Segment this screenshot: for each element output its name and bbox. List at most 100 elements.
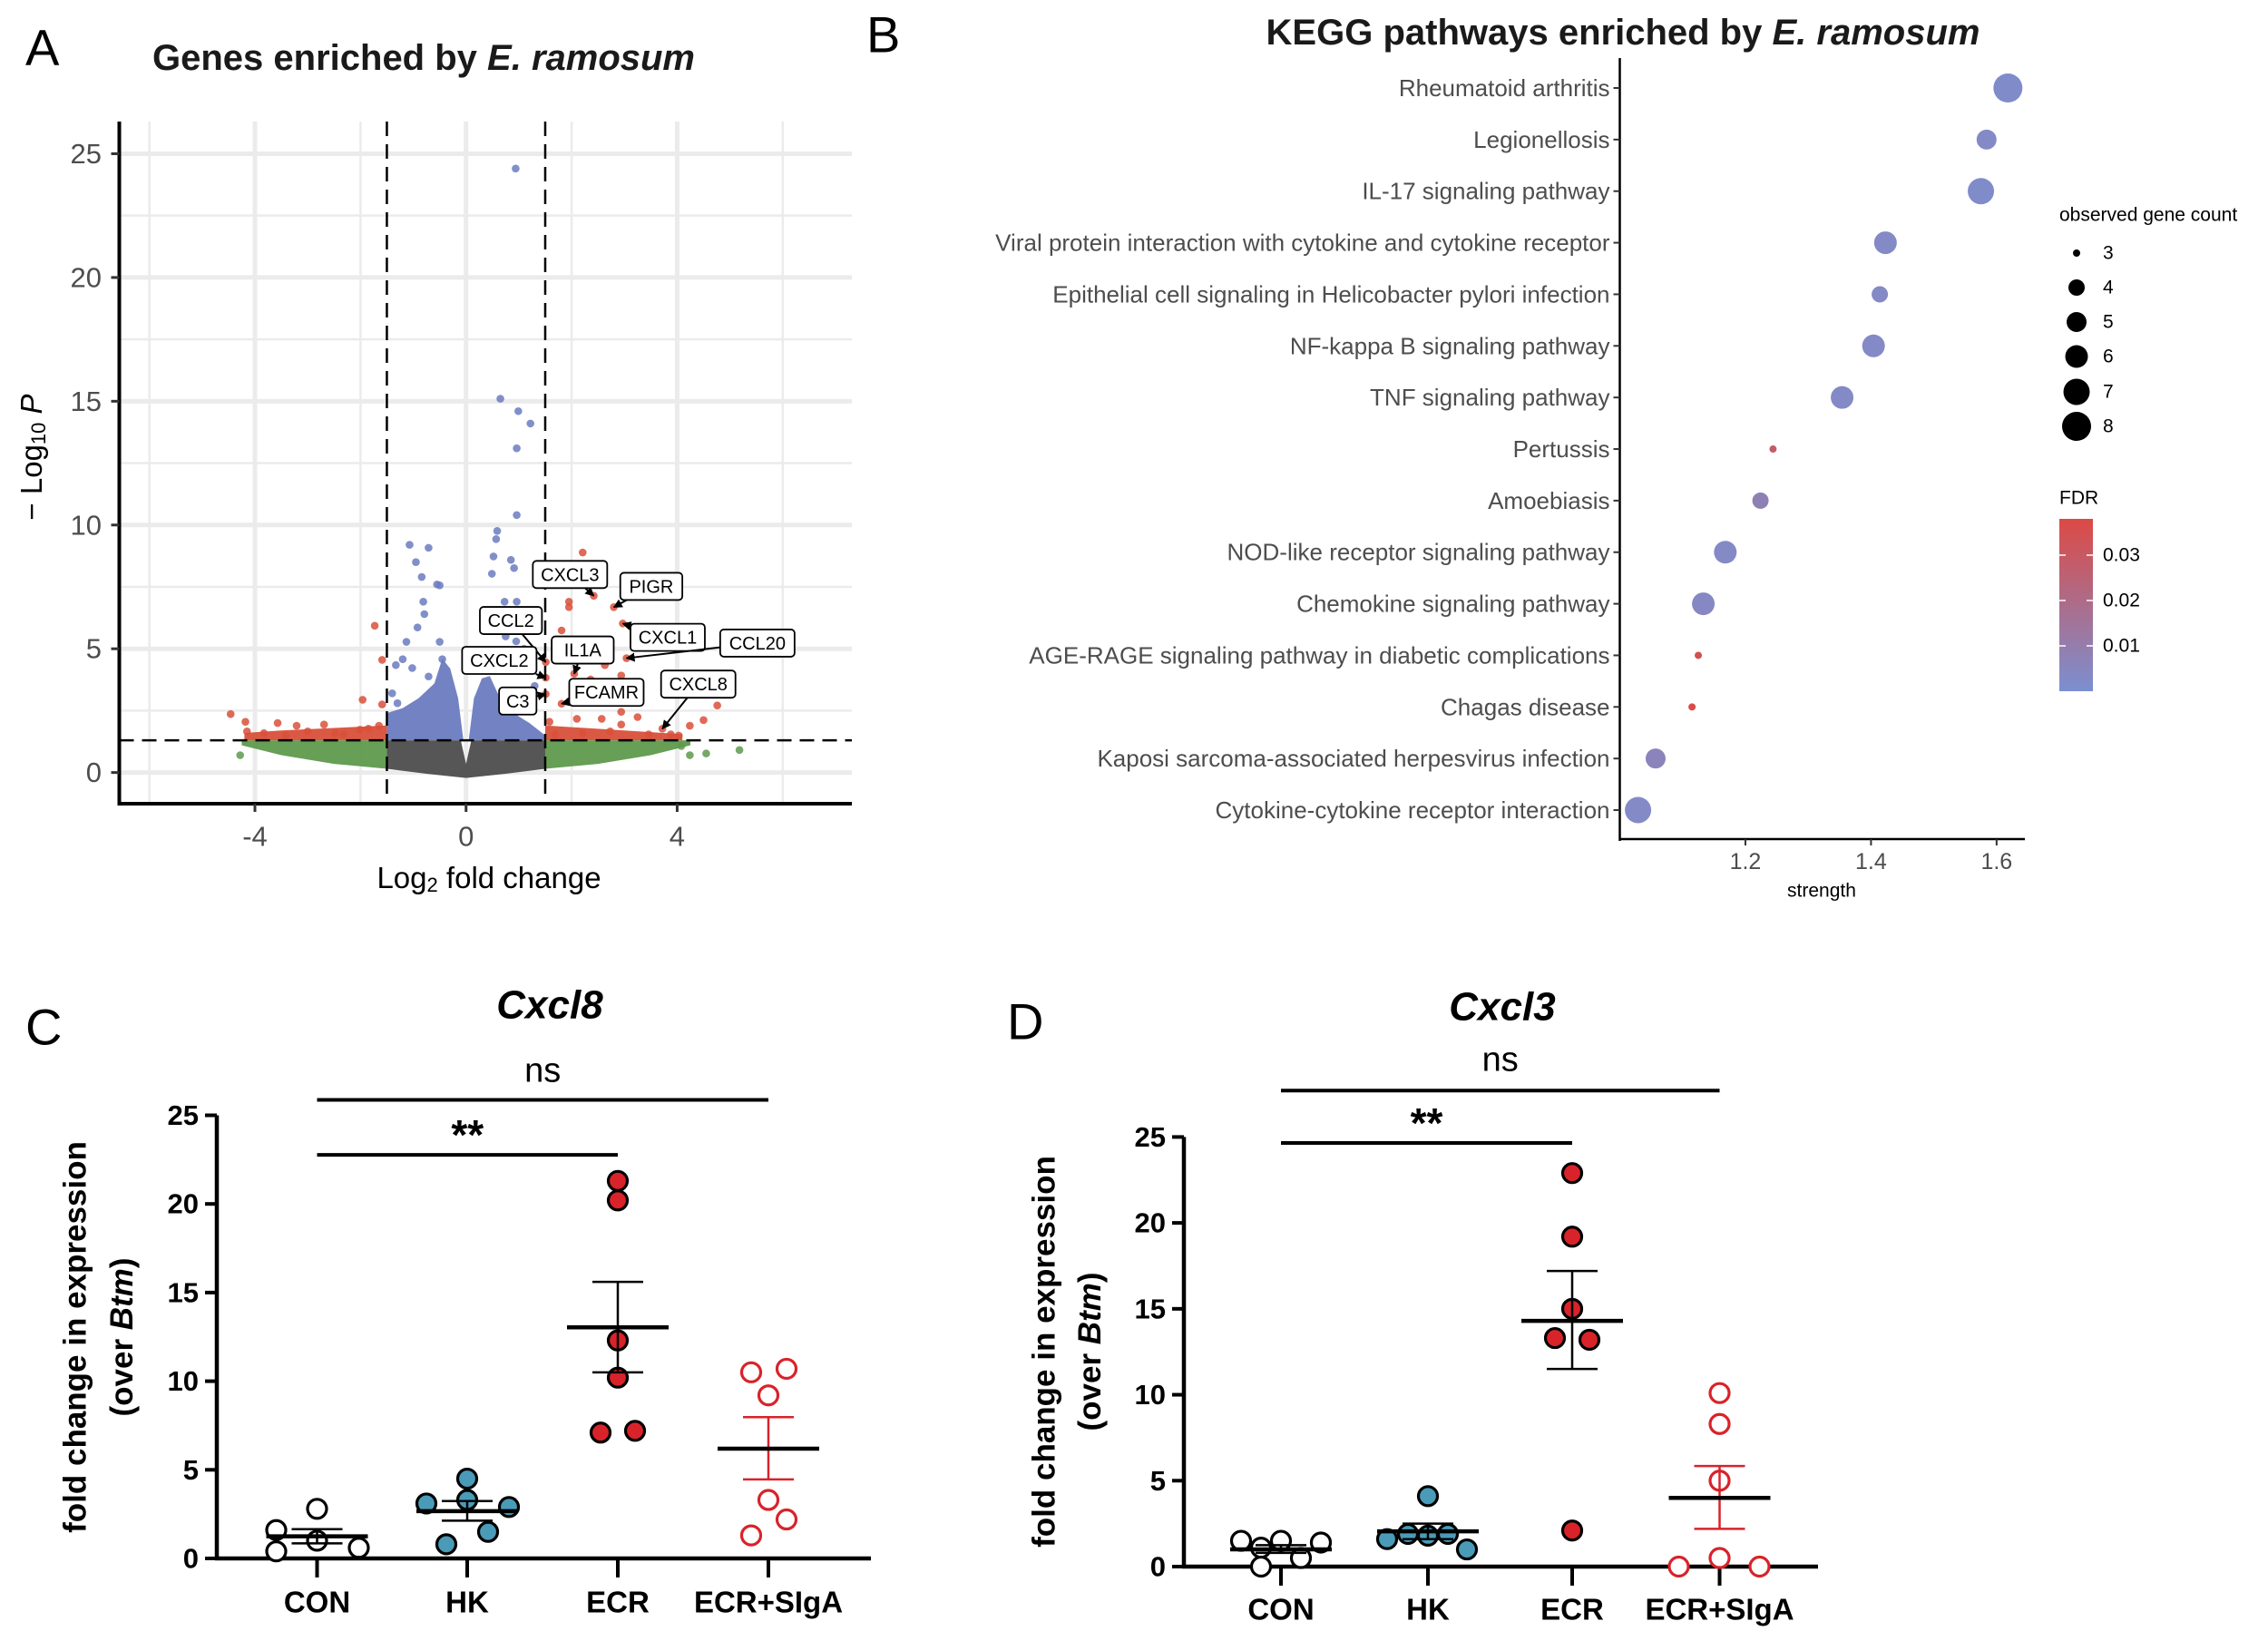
title-species: E. ramosum: [1772, 13, 1980, 53]
y-tick-label: 20: [168, 1188, 199, 1220]
panel-letter: C: [25, 999, 62, 1056]
gene-point-p-and-log2fc: [617, 671, 626, 679]
pathway-dot: [1831, 386, 1854, 409]
gene-point-log2fc-only: [677, 742, 686, 750]
gene-label-connector: [621, 621, 632, 630]
panel-c-cxcl8-plot: C Cxcl8 fold change in expression (over Btm…: [25, 983, 871, 1619]
pathway-dot: [1862, 334, 1885, 357]
gene-label-text: CCL20: [729, 634, 786, 654]
gene-point-p-only: [506, 555, 515, 564]
data-point: [1396, 1522, 1420, 1546]
gene-point-p-only: [392, 660, 400, 669]
significance-label: **: [451, 1111, 484, 1158]
size-legend-label: 5: [2103, 312, 2114, 333]
data-point: [497, 1496, 521, 1519]
gene-point-p-and-log2fc: [564, 598, 573, 606]
size-legend-dot: [2068, 279, 2085, 296]
chart-title: Cxcl8: [496, 983, 603, 1028]
data-point: [739, 1361, 763, 1383]
pathway-label: IL-17 signaling pathway: [1362, 178, 1609, 205]
y-axis-title-italic: P: [15, 394, 48, 422]
colorbar-tick-label: 0.01: [2103, 636, 2140, 657]
y-tick-label: 5: [183, 1454, 199, 1486]
pathway-dot: [1688, 703, 1696, 711]
pathway-dot: [1752, 492, 1769, 509]
pathway-dot: [1714, 541, 1737, 564]
pathway-label: Rheumatoid arthritis: [1399, 74, 1610, 102]
group-label: ECR+SIgA: [1645, 1593, 1794, 1626]
data-point: [1578, 1328, 1601, 1352]
gene-point-p-and-log2fc: [292, 721, 301, 730]
gene-label-text: CXCL3: [541, 565, 599, 585]
dense-point-cloud-not-significant: [386, 740, 545, 778]
gene-label-text: IL1A: [564, 641, 602, 661]
color-legend-title: FDR: [2059, 488, 2098, 509]
gene-point-p-only: [413, 623, 422, 632]
pathway-dot: [1695, 651, 1703, 659]
gene-point-log2fc-only: [236, 751, 245, 759]
gene-point-p-only: [493, 527, 502, 535]
gene-point-p-and-log2fc: [375, 721, 384, 730]
dense-point-cloud-p-and-log2fc: [244, 725, 387, 741]
x-axis-title-subscript: 2: [427, 874, 438, 896]
gene-point-p-only: [512, 164, 520, 173]
pathway-dot: [1692, 592, 1716, 616]
dense-point-cloud-log2fc-only: [241, 740, 387, 769]
y-tick-label: 25: [1135, 1121, 1166, 1153]
gene-point-p-and-log2fc: [667, 730, 675, 738]
gene-point-p-only: [435, 581, 444, 590]
data-point: [1708, 1412, 1731, 1435]
gene-point-p-and-log2fc: [281, 731, 290, 740]
gene-point-p-only: [420, 610, 429, 619]
chart-title: KEGG pathways enriched by E. ramosum: [1266, 13, 1980, 53]
fdr-colorbar: [2059, 519, 2093, 691]
pathway-label: Chemokine signaling pathway: [1296, 591, 1609, 618]
significance-label: **: [1411, 1099, 1443, 1147]
gene-point-p-and-log2fc: [606, 728, 614, 736]
x-tick-label: 1.6: [1980, 849, 2012, 874]
gene-point-p-and-log2fc: [617, 708, 626, 717]
gene-point-p-only: [419, 598, 427, 606]
data-point: [757, 1489, 780, 1511]
gene-point-p-and-log2fc: [644, 730, 653, 738]
y-axis-title-part: − Log: [15, 444, 48, 521]
gene-label-text: CXCL8: [669, 675, 727, 695]
gene-point-p-and-log2fc: [377, 700, 386, 708]
gene-point-p-only: [402, 638, 411, 646]
gene-point-p-only: [408, 664, 416, 672]
gene-label-text: CCL2: [488, 611, 534, 631]
gene-label-text: FCAMR: [574, 683, 639, 703]
gene-point-p-and-log2fc: [303, 728, 312, 736]
gene-label-box: [479, 606, 543, 635]
gene-point-p-only: [417, 572, 426, 581]
y-tick-label: 15: [1135, 1293, 1166, 1324]
gene-point-p-only: [510, 563, 518, 572]
pathway-dot: [1872, 286, 1889, 303]
panel-b-kegg-dot-plot: B KEGG pathways enriched by E. ramosum Rhe…: [866, 6, 2237, 902]
gene-point-p-and-log2fc: [674, 731, 683, 740]
data-point: [1748, 1555, 1771, 1578]
y-tick-label: 20: [1135, 1207, 1166, 1239]
pathway-dot: [1968, 178, 1995, 205]
gene-label-connector: [536, 691, 547, 701]
gene-point-p-only: [425, 543, 433, 552]
size-legend-label: 6: [2103, 347, 2114, 367]
gene-point-p-and-log2fc: [633, 713, 642, 721]
gene-point-p-and-log2fc: [259, 728, 269, 737]
gene-label-box: [660, 669, 737, 699]
y-axis-title: − Log10 P: [15, 394, 50, 520]
gene-point-p-only: [492, 535, 501, 543]
data-point: [306, 1498, 328, 1520]
data-point: [757, 1384, 780, 1407]
gene-label: PIGR: [619, 571, 684, 601]
pathway-dot: [1625, 796, 1652, 824]
gene-point-p-and-log2fc: [356, 726, 365, 734]
significance-label: ns: [524, 1052, 561, 1090]
y-tick-label: 10: [1135, 1379, 1166, 1411]
data-point: [1560, 1162, 1584, 1185]
data-point: [1309, 1531, 1333, 1554]
y-axis-title-gene: Btm: [1072, 1283, 1108, 1344]
gene-point-log2fc-only: [686, 751, 694, 759]
group-hk: [1375, 1485, 1479, 1561]
pathway-dot: [1769, 445, 1777, 454]
